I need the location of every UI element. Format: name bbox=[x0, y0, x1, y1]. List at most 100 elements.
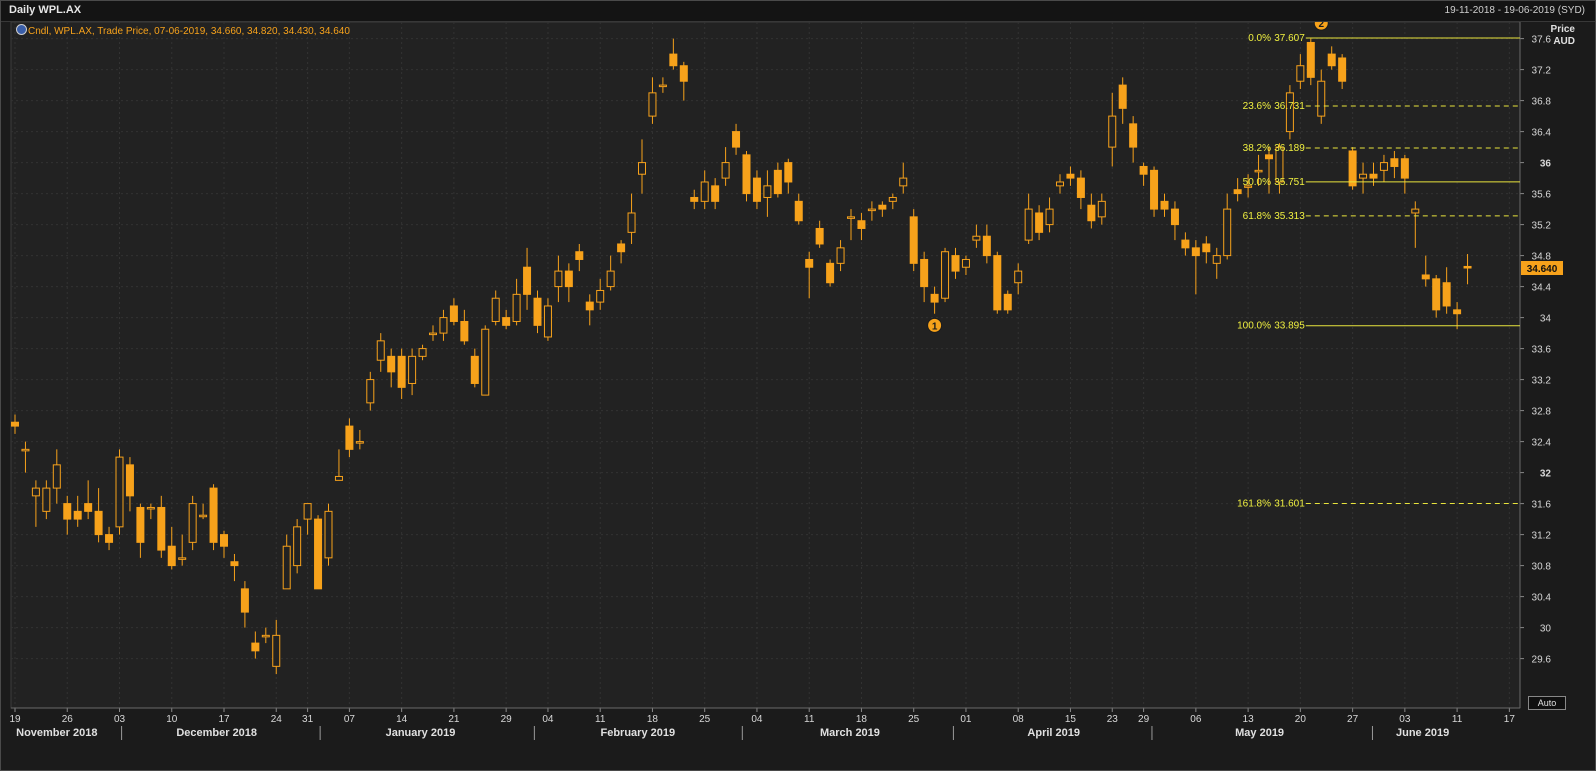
y-tick-label: 37.2 bbox=[1532, 66, 1552, 77]
candle bbox=[1317, 69, 1326, 124]
candle-body-down bbox=[982, 235, 991, 257]
candlestick-chart[interactable]: 29.6 30 30.4 30.8 31.2 31.6 32 32.4 32.8 33.2 33.6… bbox=[1, 22, 1595, 771]
candle-body-up bbox=[334, 475, 343, 481]
y-tick-label: 34 bbox=[1540, 314, 1552, 325]
candle bbox=[1181, 232, 1190, 256]
candle-body-up bbox=[606, 270, 615, 288]
fib-percent-label: 38.2% bbox=[1243, 143, 1271, 154]
y-tick-label: 33.6 bbox=[1532, 345, 1552, 356]
x-day-label: 15 bbox=[1065, 714, 1077, 725]
candle bbox=[543, 298, 552, 341]
candle-body-down bbox=[220, 534, 228, 547]
candle bbox=[1212, 247, 1221, 279]
candle bbox=[1223, 193, 1232, 260]
candle bbox=[502, 309, 511, 330]
candle-body-down bbox=[460, 320, 469, 342]
candle-body-up bbox=[596, 289, 605, 303]
candle-body-down bbox=[1191, 247, 1200, 257]
candle bbox=[52, 449, 61, 504]
candle bbox=[125, 457, 134, 512]
candle-body-down bbox=[742, 154, 751, 195]
candle bbox=[1129, 116, 1138, 163]
candle bbox=[63, 495, 72, 535]
candle bbox=[220, 530, 228, 558]
candle-body-down bbox=[784, 162, 793, 183]
candle-body-down bbox=[711, 185, 720, 202]
candle bbox=[1453, 302, 1462, 330]
candle bbox=[1265, 147, 1273, 194]
candle-body-down bbox=[136, 506, 145, 543]
candle bbox=[752, 170, 761, 210]
candle bbox=[272, 619, 281, 675]
candle-body-down bbox=[773, 169, 782, 195]
candle bbox=[491, 290, 500, 326]
y-tick-label: 36.8 bbox=[1532, 97, 1552, 108]
fib-percent-label: 61.8% bbox=[1243, 211, 1271, 222]
x-day-label: 21 bbox=[448, 714, 460, 725]
auto-scale-button[interactable]: Auto bbox=[1528, 696, 1566, 710]
candle-body-up bbox=[836, 247, 845, 264]
candle bbox=[700, 170, 709, 210]
month-label: June 2019 bbox=[1396, 727, 1449, 739]
candle-body-down bbox=[1265, 154, 1273, 160]
y-tick-label: 35.6 bbox=[1532, 190, 1552, 201]
candle bbox=[1411, 201, 1420, 248]
candle bbox=[282, 534, 291, 590]
candle-body-up bbox=[491, 297, 500, 322]
candle-body-up bbox=[1223, 208, 1232, 257]
x-day-label: 13 bbox=[1243, 714, 1255, 725]
candle bbox=[690, 189, 699, 210]
candle bbox=[1150, 166, 1159, 217]
candle-body-down bbox=[1139, 165, 1148, 175]
candle-body-up bbox=[543, 305, 552, 338]
candle bbox=[1432, 274, 1441, 318]
candle bbox=[669, 38, 678, 70]
candle-body-up bbox=[31, 487, 40, 497]
candle-body-down bbox=[1327, 53, 1336, 67]
fib-percent-label: 50.0% bbox=[1243, 177, 1271, 188]
candle bbox=[1139, 162, 1148, 186]
price-axis-title: Price AUD bbox=[1529, 24, 1575, 48]
x-day-label: 10 bbox=[166, 714, 178, 725]
candle-body-down bbox=[1338, 57, 1347, 82]
fib-value-label: 35.313 bbox=[1274, 211, 1305, 222]
x-day-label: 04 bbox=[542, 714, 554, 725]
candle-body-up bbox=[408, 355, 417, 384]
candle-body-up bbox=[1285, 92, 1294, 133]
candle bbox=[794, 193, 803, 225]
candle bbox=[972, 224, 981, 248]
candle bbox=[638, 139, 646, 194]
candle bbox=[930, 286, 939, 314]
x-day-label: 03 bbox=[1399, 714, 1411, 725]
candle-body-down bbox=[449, 305, 458, 322]
x-day-label: 03 bbox=[114, 714, 126, 725]
candle-body-up bbox=[1108, 115, 1117, 148]
candle-body-up bbox=[178, 557, 187, 560]
y-tick-label: 35.2 bbox=[1532, 221, 1552, 232]
candle-body-down bbox=[533, 297, 542, 326]
candle bbox=[1170, 201, 1179, 241]
candle-body-down bbox=[951, 255, 960, 272]
candle bbox=[909, 209, 918, 272]
month-label: December 2018 bbox=[176, 727, 257, 739]
candle-body-down bbox=[1160, 200, 1169, 210]
x-day-label: 11 bbox=[595, 714, 606, 725]
candle bbox=[136, 503, 145, 558]
candle bbox=[157, 495, 166, 558]
candle-body-up bbox=[648, 92, 657, 117]
candle bbox=[951, 247, 960, 279]
candle bbox=[857, 212, 866, 241]
last-price-tag: 34.640 bbox=[1521, 261, 1563, 275]
candle bbox=[596, 278, 605, 310]
candle-body-up bbox=[1056, 181, 1064, 187]
candle bbox=[575, 243, 584, 272]
candle-body-up bbox=[1045, 208, 1054, 226]
x-day-label: 14 bbox=[396, 714, 408, 725]
y-tick-label: 31.2 bbox=[1532, 531, 1552, 542]
candle-body-up bbox=[847, 216, 855, 219]
price-axis-label: Price bbox=[1550, 24, 1575, 35]
candle bbox=[439, 309, 448, 341]
swing-marker-circle bbox=[927, 317, 943, 333]
fib-percent-label: 161.8% bbox=[1237, 499, 1271, 510]
fib-percent-label: 23.6% bbox=[1243, 101, 1271, 112]
